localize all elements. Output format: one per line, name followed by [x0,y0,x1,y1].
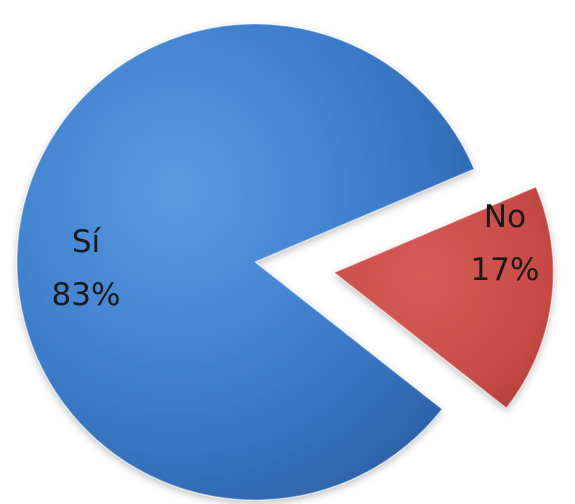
pie-slice-si [16,23,476,501]
slice-label-no: No [484,199,526,235]
slice-value-no: 17% [471,252,540,288]
slice-value-si: 83% [52,277,121,313]
pie-slice-no [332,186,555,410]
slice-label-si: Sí [72,224,102,260]
